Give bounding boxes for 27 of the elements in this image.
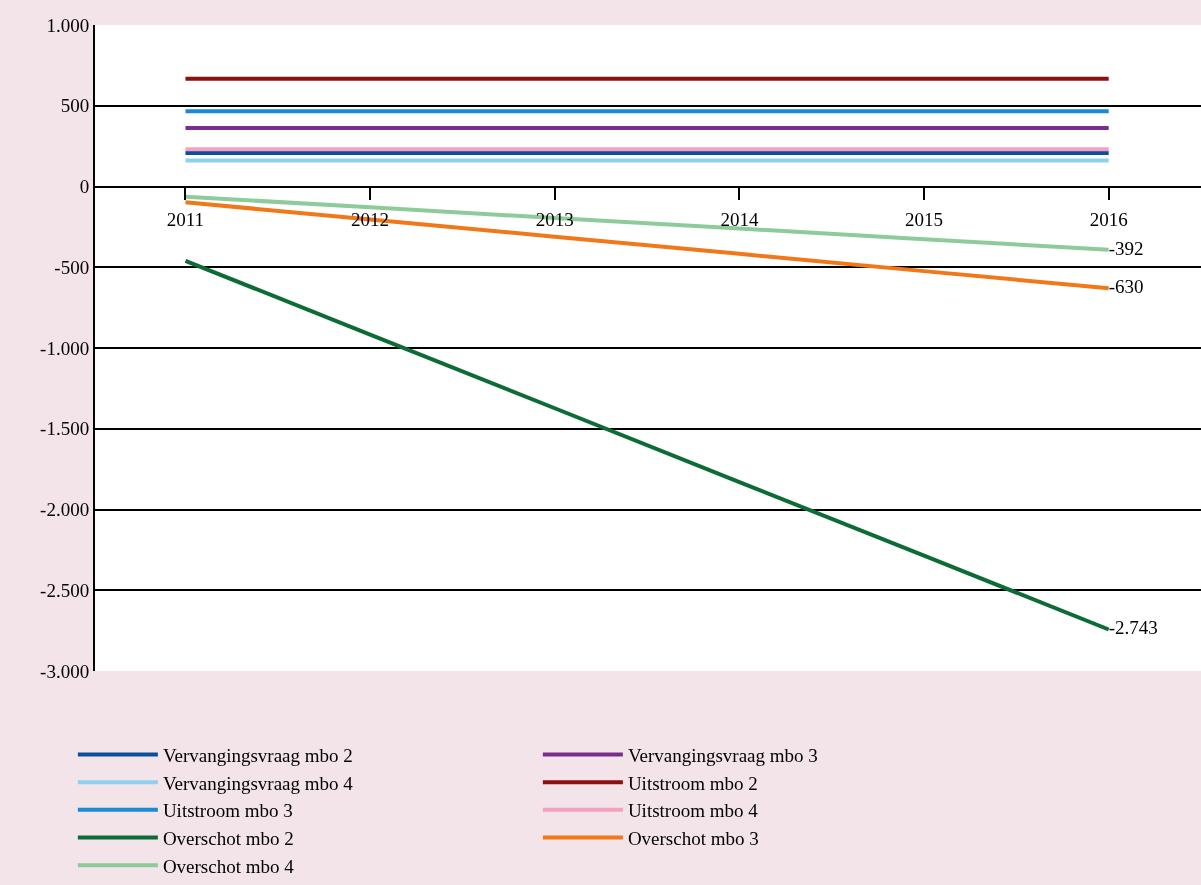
legend-label: Vervangingsvraag mbo 2 xyxy=(162,744,353,766)
data-label: -630 xyxy=(1108,276,1144,297)
legend-label: Overschot mbo 3 xyxy=(627,827,759,849)
x-tick-label: 2013 xyxy=(535,209,574,231)
y-tick-label: -2.000 xyxy=(40,499,90,521)
y-tick-label: -3.000 xyxy=(40,660,90,682)
data-label: -2.743 xyxy=(1108,617,1158,639)
x-tick-label: 2015 xyxy=(905,209,944,231)
y-tick-label: 1.000 xyxy=(46,14,90,36)
legend-label: Overschot mbo 4 xyxy=(162,855,295,877)
legend-label: Uitstroom mbo 2 xyxy=(627,772,758,794)
legend-label: Overschot mbo 2 xyxy=(162,827,294,849)
y-tick-label: -2.500 xyxy=(40,579,90,601)
y-tick-label: -1.500 xyxy=(40,418,90,440)
legend-label: Vervangingsvraag mbo 3 xyxy=(627,744,818,766)
y-tick-label: 0 xyxy=(79,176,90,198)
data-label: -392 xyxy=(1108,237,1144,259)
y-tick-label: 500 xyxy=(60,95,90,117)
y-tick-label: -1.000 xyxy=(40,337,90,359)
x-tick-label: 2016 xyxy=(1089,209,1128,231)
x-tick-label: 2011 xyxy=(166,209,205,231)
y-tick-label: -500 xyxy=(54,256,90,278)
legend-label: Vervangingsvraag mbo 4 xyxy=(162,772,354,794)
legend-label: Uitstroom mbo 3 xyxy=(162,800,293,822)
line-series xyxy=(183,258,1111,632)
x-tick-label: 2014 xyxy=(720,209,759,231)
legend-label: Uitstroom mbo 4 xyxy=(627,800,759,822)
